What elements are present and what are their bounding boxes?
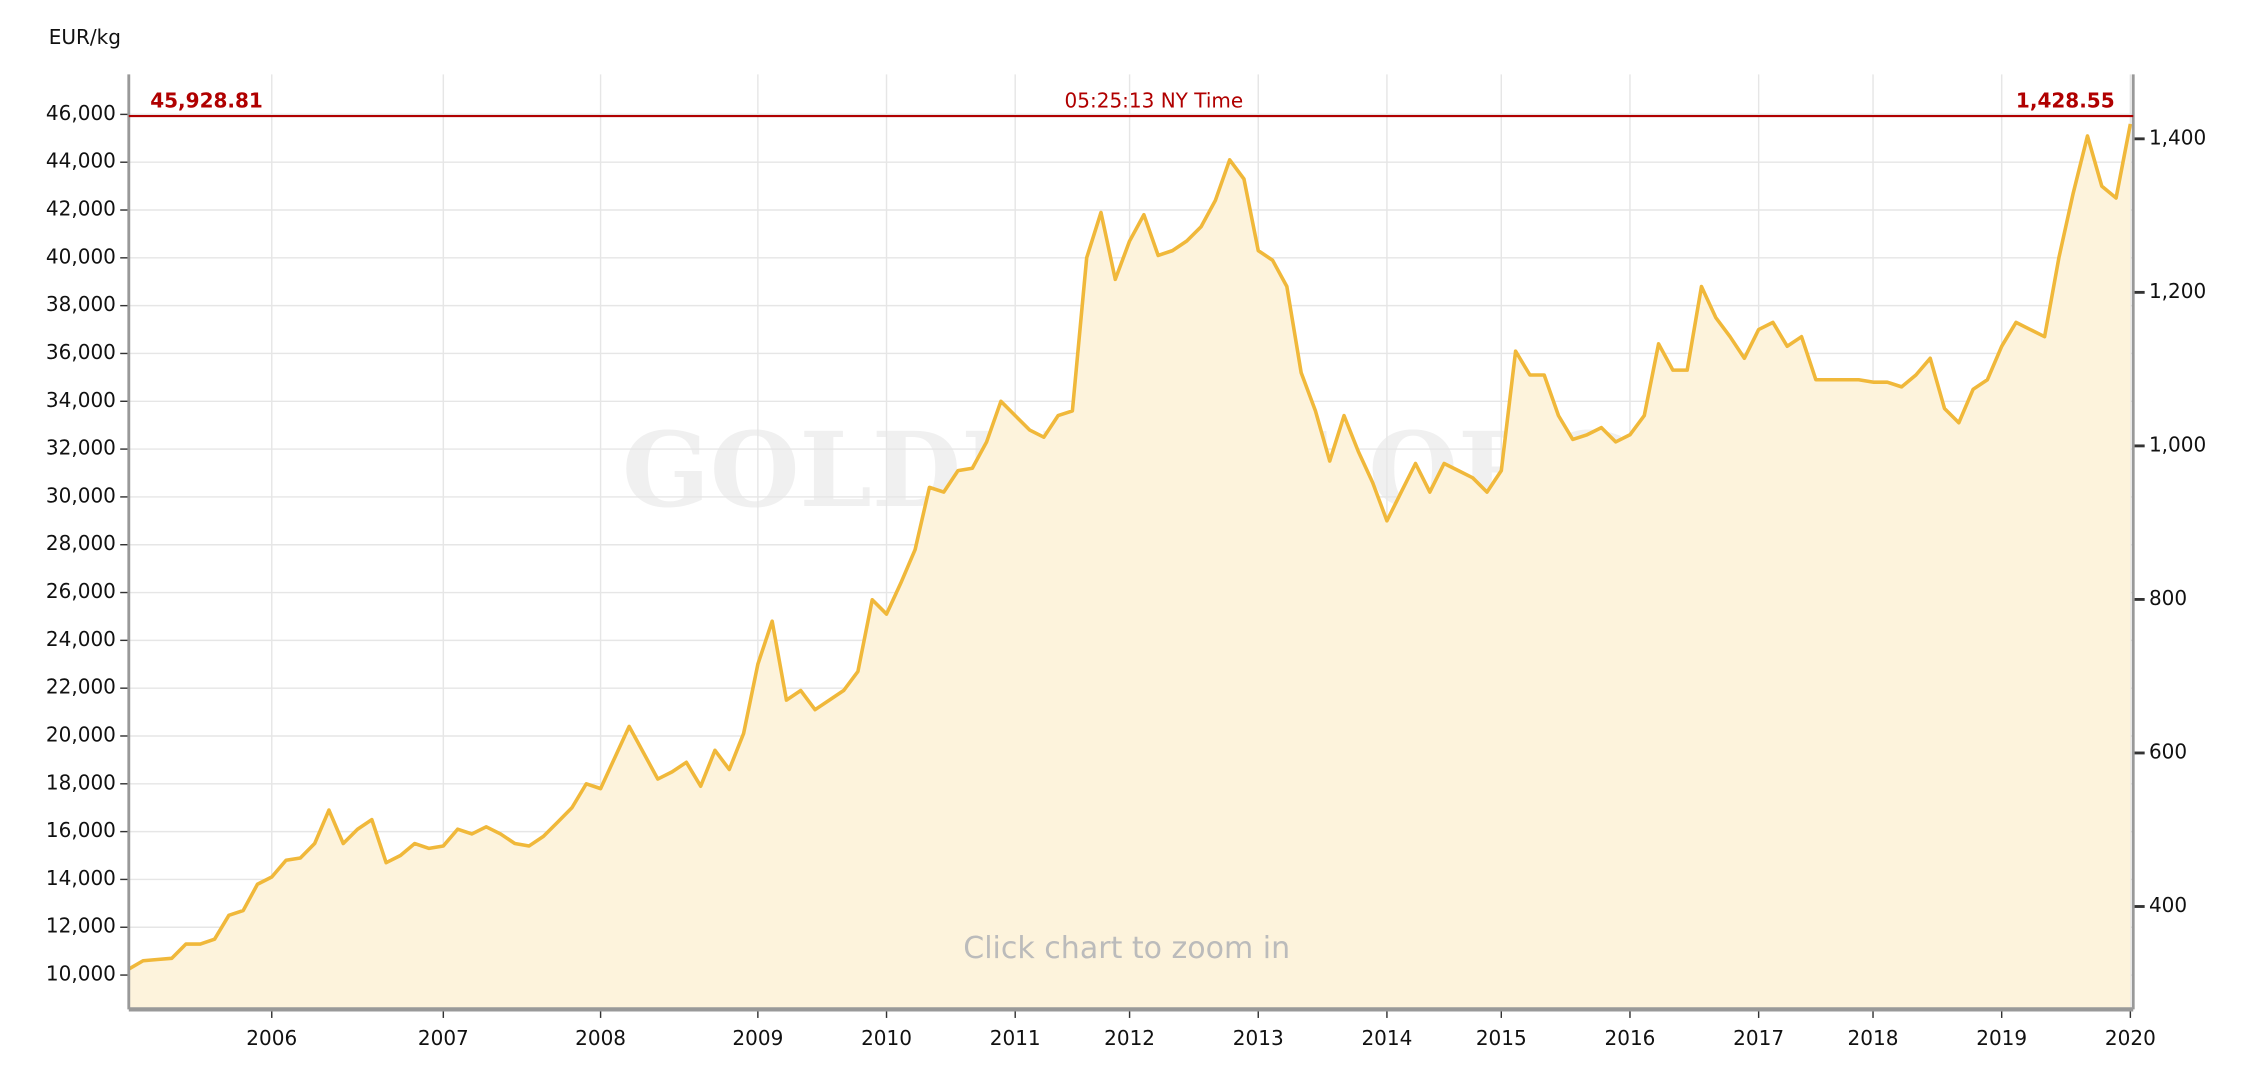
y-tick-label: 40,000 xyxy=(46,244,116,268)
y2-tick-label: 1,200 xyxy=(2149,279,2206,303)
y-tick-label: 14,000 xyxy=(46,866,116,890)
x-tick-label: 2016 xyxy=(1605,1026,1656,1050)
y2-tick-label: 800 xyxy=(2149,586,2187,610)
y-tick-label: 38,000 xyxy=(46,292,116,316)
y-tick-label: 36,000 xyxy=(46,340,116,364)
area xyxy=(128,123,2131,1010)
current-value-y2: 1,428.55 xyxy=(2016,88,2115,112)
y2-tick-label: 400 xyxy=(2149,893,2187,917)
x-tick-label: 2010 xyxy=(861,1026,912,1050)
y-tick-label: 46,000 xyxy=(46,101,116,125)
x-tick-label: 2015 xyxy=(1476,1026,1527,1050)
y-axis-label: EUR/kg xyxy=(49,25,121,49)
x-tick-label: 2019 xyxy=(1976,1026,2027,1050)
x-tick-label: 2014 xyxy=(1361,1026,1412,1050)
x-tick-label: 2013 xyxy=(1233,1026,1284,1050)
y2-tick-label: 600 xyxy=(2149,739,2187,763)
x-tick-label: 2012 xyxy=(1104,1026,1155,1050)
x-tick-label: 2020 xyxy=(2105,1026,2156,1050)
hint: Click chart to zoom in xyxy=(963,931,1290,966)
y-tick-label: 18,000 xyxy=(46,770,116,794)
current-value: 45,928.81 xyxy=(150,88,263,112)
x-tick-label: 2017 xyxy=(1733,1026,1784,1050)
y-tick-label: 30,000 xyxy=(46,483,116,507)
y-tick-label: 20,000 xyxy=(46,722,116,746)
line xyxy=(127,123,2133,971)
x-tick-label: 2009 xyxy=(732,1026,783,1050)
time-label: 05:25:13 NY Time xyxy=(1065,88,1244,112)
x-tick-label: 2008 xyxy=(575,1026,626,1050)
x-tick-label: 2006 xyxy=(246,1026,297,1050)
y-tick-label: 16,000 xyxy=(46,818,116,842)
y-tick-label: 12,000 xyxy=(46,914,116,938)
x-tick-label: 2007 xyxy=(418,1026,469,1050)
y-tick-label: 24,000 xyxy=(46,627,116,651)
y-tick-label: 22,000 xyxy=(46,675,116,699)
y-tick-label: 28,000 xyxy=(46,531,116,555)
x-tick-label: 2018 xyxy=(1848,1026,1899,1050)
y-tick-label: 26,000 xyxy=(46,579,116,603)
y2-tick-label: 1,400 xyxy=(2149,125,2206,149)
y-tick-label: 44,000 xyxy=(46,149,116,173)
y-tick-label: 42,000 xyxy=(46,197,116,221)
x-tick-label: 2011 xyxy=(990,1026,1041,1050)
y-tick-label: 34,000 xyxy=(46,388,116,412)
y-tick-label: 10,000 xyxy=(46,962,116,986)
y-tick-label: 32,000 xyxy=(46,436,116,460)
y2-tick-label: 1,000 xyxy=(2149,432,2206,456)
